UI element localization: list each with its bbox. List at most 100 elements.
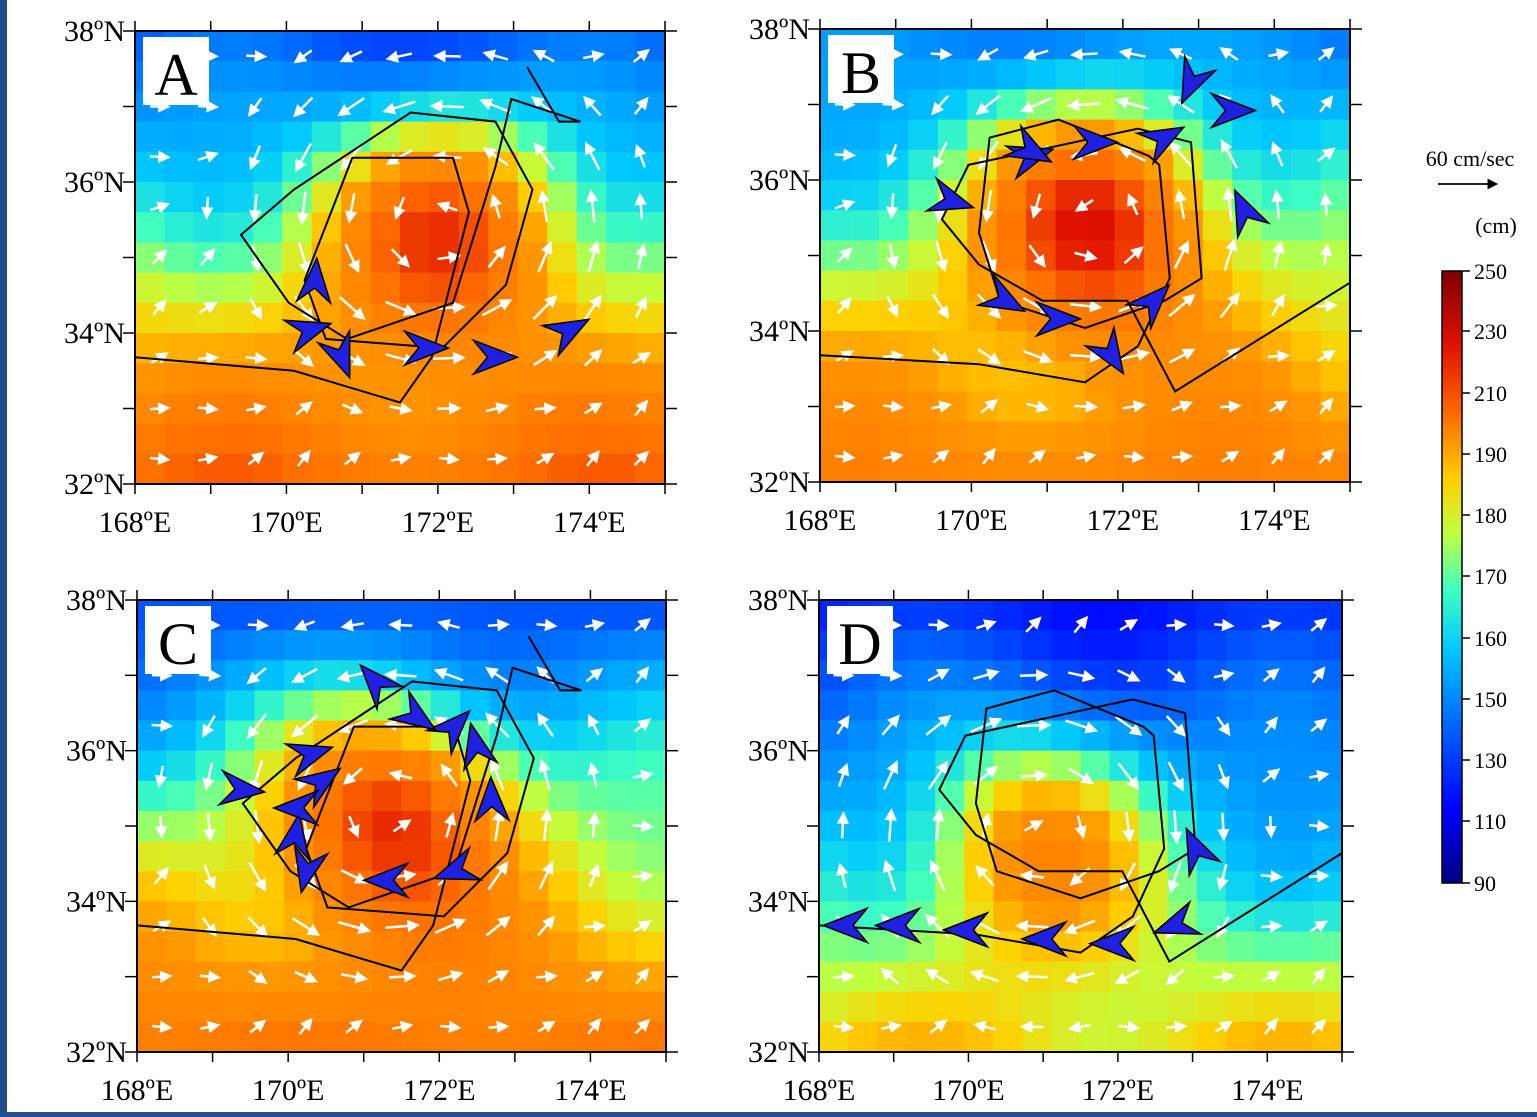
- axis-ticks: [123, 21, 677, 494]
- field-cell: [1055, 270, 1086, 302]
- field-cell: [166, 961, 197, 993]
- field-cell: [1080, 901, 1111, 933]
- field-cell: [519, 690, 550, 722]
- field-cell: [819, 931, 849, 963]
- field-cell: [547, 91, 578, 123]
- current-vector: [634, 296, 647, 318]
- field-cell: [252, 302, 283, 334]
- field-cell: [342, 810, 373, 842]
- field-cell: [252, 91, 283, 123]
- field-cell: [878, 361, 909, 392]
- field-cell: [1291, 180, 1322, 211]
- field-cell: [937, 300, 968, 332]
- current-vector: [1214, 1020, 1234, 1033]
- field-cell: [166, 690, 197, 722]
- current-vector: [931, 347, 950, 366]
- current-vector: [1168, 293, 1196, 318]
- eddy-arrow: [386, 688, 438, 732]
- field-cell: [548, 810, 579, 842]
- field-cell: [908, 89, 939, 121]
- field-cell: [1167, 720, 1198, 752]
- current-vector: [200, 1020, 221, 1034]
- field-cell: [996, 451, 1027, 483]
- field-cell: [225, 660, 256, 691]
- current-vector: [932, 808, 945, 842]
- field-cell: [1138, 750, 1169, 782]
- field-cell: [908, 451, 939, 483]
- current-vector: [388, 769, 413, 782]
- field-cell: [311, 61, 342, 92]
- current-vector: [297, 762, 313, 792]
- field-cell: [1283, 991, 1314, 1023]
- current-vector: [634, 192, 647, 220]
- field-cell: [993, 931, 1023, 963]
- field-cell: [400, 242, 431, 274]
- current-vector: [344, 192, 358, 224]
- eddy-arrow: [281, 319, 333, 356]
- lat-tick-label: 32ºN: [66, 1036, 127, 1069]
- field-cell: [342, 841, 373, 872]
- field-cell: [311, 121, 342, 153]
- field-cell: [1202, 361, 1233, 392]
- current-vector: [883, 450, 904, 464]
- current-vector: [433, 49, 461, 63]
- current-vector: [1025, 616, 1042, 633]
- field-cell: [1026, 421, 1057, 453]
- current-vector: [197, 151, 219, 163]
- eddy-arrow: [315, 327, 351, 380]
- current-vector: [150, 402, 171, 415]
- current-vector: [884, 807, 897, 842]
- current-vector: [1075, 450, 1097, 464]
- current-vector: [883, 400, 904, 413]
- field-cell: [458, 151, 489, 183]
- field-cell: [547, 121, 578, 153]
- field-cell: [606, 333, 637, 364]
- current-vector: [1117, 762, 1140, 791]
- current-vector: [1213, 970, 1236, 983]
- current-vector: [1168, 47, 1193, 60]
- eddy-arrow: [431, 845, 484, 881]
- field-cell: [370, 121, 401, 153]
- current-vector: [1118, 47, 1146, 60]
- field-cell: [1143, 391, 1174, 423]
- lat-tick-label: 32ºN: [749, 466, 810, 499]
- current-vector: [437, 618, 460, 632]
- field-cell: [400, 151, 431, 183]
- field-cell: [430, 991, 461, 1023]
- field-cell: [878, 300, 909, 332]
- current-vector: [339, 50, 363, 63]
- field-cell: [1143, 59, 1174, 90]
- field-cell: [1143, 29, 1174, 60]
- lon-tick-label: 168ºE: [99, 506, 172, 539]
- field-cell: [548, 931, 579, 963]
- field-cell: [1232, 451, 1263, 483]
- field-cell: [401, 901, 432, 933]
- lat-tick-label: 38ºN: [64, 15, 125, 48]
- colorbar-tick-label: 160: [1474, 626, 1507, 651]
- current-vector: [1066, 98, 1102, 112]
- field-cell: [820, 210, 851, 241]
- field-cell: [164, 453, 195, 485]
- field-cell: [636, 690, 667, 722]
- field-cell: [341, 393, 372, 425]
- field-cell: [1196, 780, 1227, 812]
- field-cell: [1080, 600, 1111, 631]
- field-cell: [1283, 841, 1314, 872]
- field-cell: [223, 423, 254, 455]
- field-cell: [547, 423, 578, 455]
- field-cell: [993, 810, 1023, 842]
- current-vector: [489, 193, 502, 219]
- field-cell: [460, 901, 491, 933]
- current-vector: [925, 714, 952, 736]
- field-cell: [519, 841, 550, 872]
- field-cell: [1254, 991, 1285, 1023]
- current-vector: [1169, 810, 1183, 845]
- current-vector: [151, 719, 174, 732]
- current-vector: [1262, 668, 1280, 682]
- field-cell: [341, 302, 372, 334]
- field-cell: [1261, 59, 1292, 90]
- field-cell: [548, 780, 579, 812]
- current-vector: [837, 296, 852, 314]
- field-cell: [489, 931, 520, 963]
- current-vector: [1069, 350, 1103, 363]
